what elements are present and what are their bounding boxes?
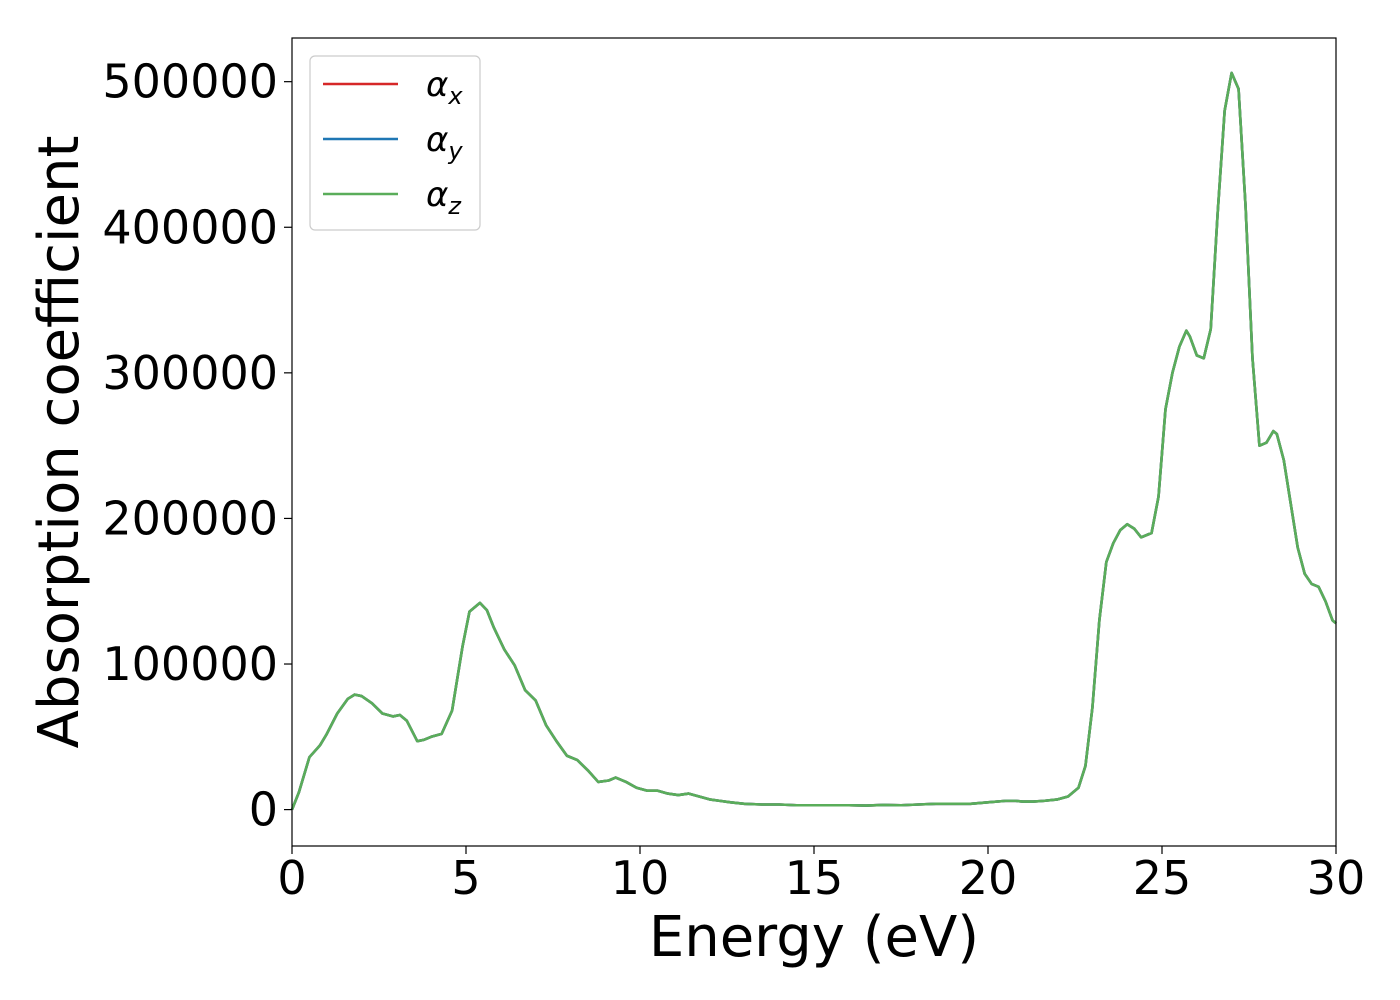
x-axis-ticks: 0 5 10 15 20 25 30: [277, 846, 1365, 905]
y-tick-label: 100000: [102, 637, 278, 691]
legend-label-alpha-y: αy: [426, 120, 463, 165]
x-tick-label: 20: [959, 851, 1018, 905]
legend: αx αy αz: [309, 55, 481, 231]
series-line-alpha-z: [290, 71, 1337, 811]
y-tick-label: 300000: [102, 346, 278, 400]
legend-box: [309, 55, 481, 231]
x-tick-label: 0: [277, 851, 306, 905]
x-tick-label: 5: [451, 851, 480, 905]
y-tick-label: 500000: [102, 55, 278, 109]
legend-label-alpha-x: αx: [426, 65, 463, 110]
legend-label-alpha-z: αz: [426, 175, 462, 220]
y-tick-label: 200000: [102, 491, 278, 545]
plot-lines: [290, 71, 1337, 811]
y-tick-label: 0: [249, 783, 278, 837]
x-tick-label: 15: [785, 851, 844, 905]
y-axis-title: Absorption coefficient: [27, 136, 92, 749]
x-tick-label: 30: [1307, 851, 1366, 905]
y-axis-ticks: 0 100000 200000 300000 400000 500000: [102, 55, 292, 837]
x-axis-title: Energy (eV): [649, 905, 979, 970]
x-tick-label: 10: [611, 851, 670, 905]
x-tick-label: 25: [1133, 851, 1192, 905]
y-tick-label: 400000: [102, 200, 278, 254]
